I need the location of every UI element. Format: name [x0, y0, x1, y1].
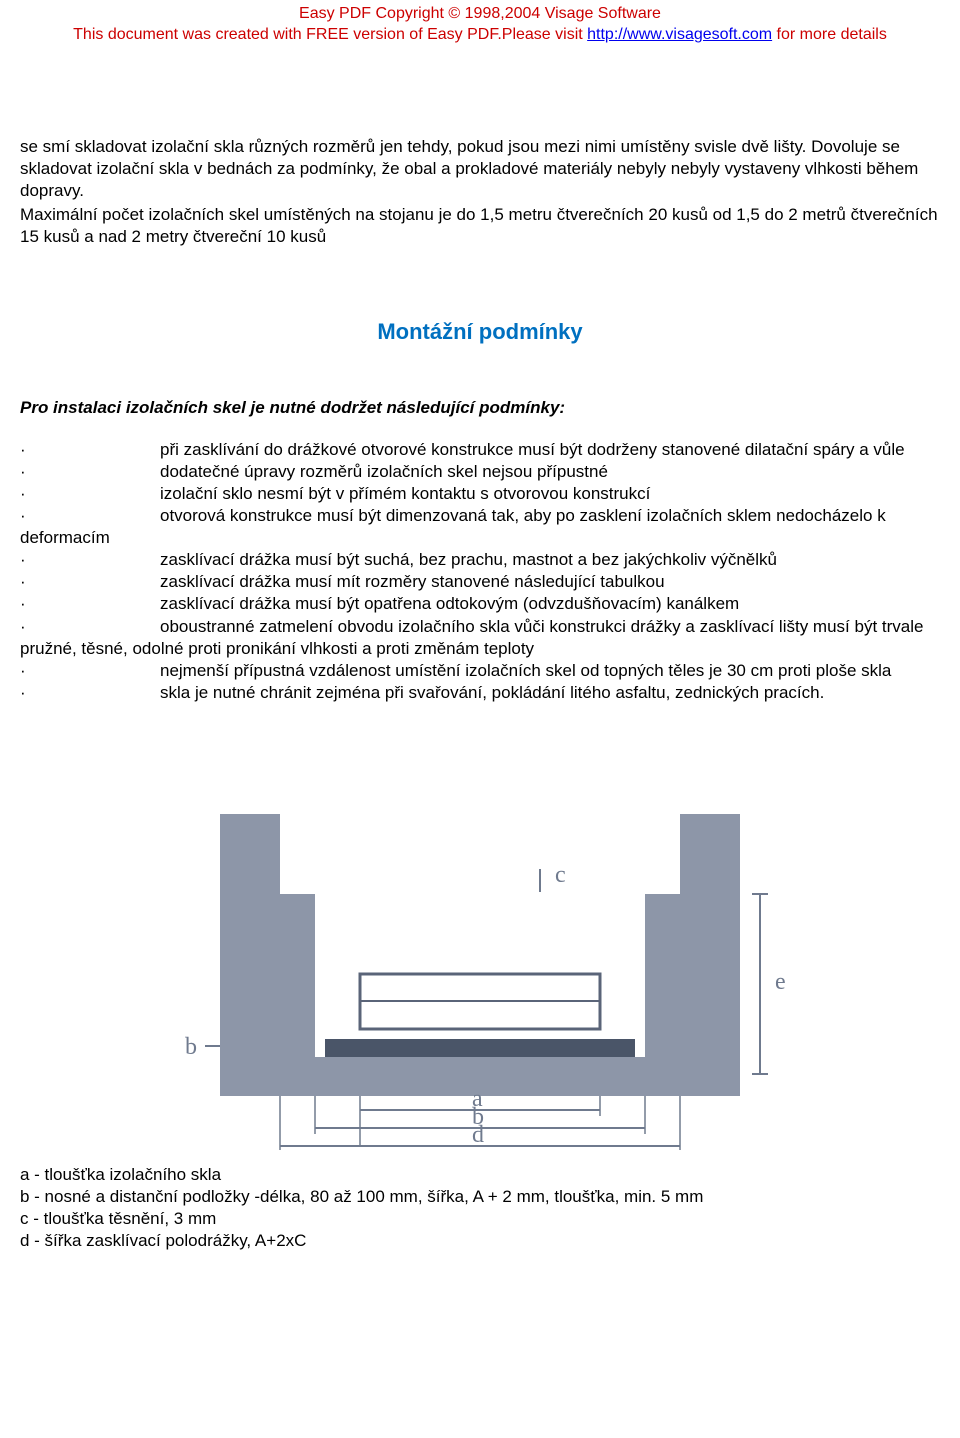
- svg-text:e: e: [775, 969, 786, 995]
- watermark-line2: This document was created with FREE vers…: [0, 25, 960, 46]
- svg-text:d: d: [472, 1122, 484, 1148]
- list-item: ·oboustranné zatmelení obvodu izolačního…: [20, 616, 940, 660]
- list-item-text: zasklívací drážka musí být suchá, bez pr…: [160, 550, 777, 569]
- list-item-text: nejmenší přípustná vzdálenost umístění i…: [160, 661, 891, 680]
- list-item: ·zasklívací drážka musí být opatřena odt…: [20, 593, 940, 615]
- conditions-intro: Pro instalaci izolačních skel je nutné d…: [20, 397, 940, 419]
- svg-text:b: b: [185, 1034, 197, 1060]
- list-item: ·otvorová konstrukce musí být dimenzovan…: [20, 505, 940, 549]
- list-item-text: dodatečné úpravy rozměrů izolačních skel…: [160, 462, 608, 481]
- list-item: ·izolační sklo nesmí být v přímém kontak…: [20, 483, 940, 505]
- list-item: ·zasklívací drážka musí mít rozměry stan…: [20, 571, 940, 593]
- list-item: ·nejmenší přípustná vzdálenost umístění …: [20, 660, 940, 682]
- conditions-list: ·při zasklívání do drážkové otvorové kon…: [20, 439, 940, 704]
- list-item-text: izolační sklo nesmí být v přímém kontakt…: [160, 484, 650, 503]
- list-item: ·zasklívací drážka musí být suchá, bez p…: [20, 549, 940, 571]
- list-item-text: zasklívací drážka musí být opatřena odto…: [160, 594, 739, 613]
- glazing-cross-section-svg: c e b a b d: [160, 774, 800, 1154]
- list-item-text: při zasklívání do drážkové otvorové kons…: [160, 440, 905, 459]
- section-title: Montážní podmínky: [20, 318, 940, 347]
- legend-b: b - nosné a distanční podložky -délka, 8…: [20, 1186, 940, 1208]
- pdf-watermark-header: Easy PDF Copyright © 1998,2004 Visage So…: [0, 0, 960, 46]
- watermark-link[interactable]: http://www.visagesoft.com: [587, 26, 772, 43]
- watermark-line1: Easy PDF Copyright © 1998,2004 Visage So…: [0, 4, 960, 25]
- legend-d: d - šířka zasklívací polodrážky, A+2xC: [20, 1230, 940, 1252]
- paragraph-1: se smí skladovat izolační skla různých r…: [20, 136, 940, 202]
- list-item-text: skla je nutné chránit zejména při svařov…: [160, 683, 824, 702]
- list-item-text: zasklívací drážka musí mít rozměry stano…: [160, 572, 665, 591]
- list-item: ·skla je nutné chránit zejména při svařo…: [20, 682, 940, 704]
- legend-c: c - tloušťka těsnění, 3 mm: [20, 1208, 940, 1230]
- list-item: ·při zasklívání do drážkové otvorové kon…: [20, 439, 940, 461]
- paragraph-2: Maximální počet izolačních skel umístěný…: [20, 204, 940, 248]
- svg-text:c: c: [555, 862, 566, 888]
- watermark-line2-suffix: for more details: [772, 26, 887, 43]
- document-body: se smí skladovat izolační skla různých r…: [0, 46, 960, 1253]
- glazing-diagram: c e b a b d: [20, 774, 940, 1154]
- list-item: ·dodatečné úpravy rozměrů izolačních ske…: [20, 461, 940, 483]
- legend-a: a - tloušťka izolačního skla: [20, 1164, 940, 1186]
- watermark-line2-prefix: This document was created with FREE vers…: [73, 26, 587, 43]
- diagram-legend: a - tloušťka izolačního skla b - nosné a…: [20, 1164, 940, 1252]
